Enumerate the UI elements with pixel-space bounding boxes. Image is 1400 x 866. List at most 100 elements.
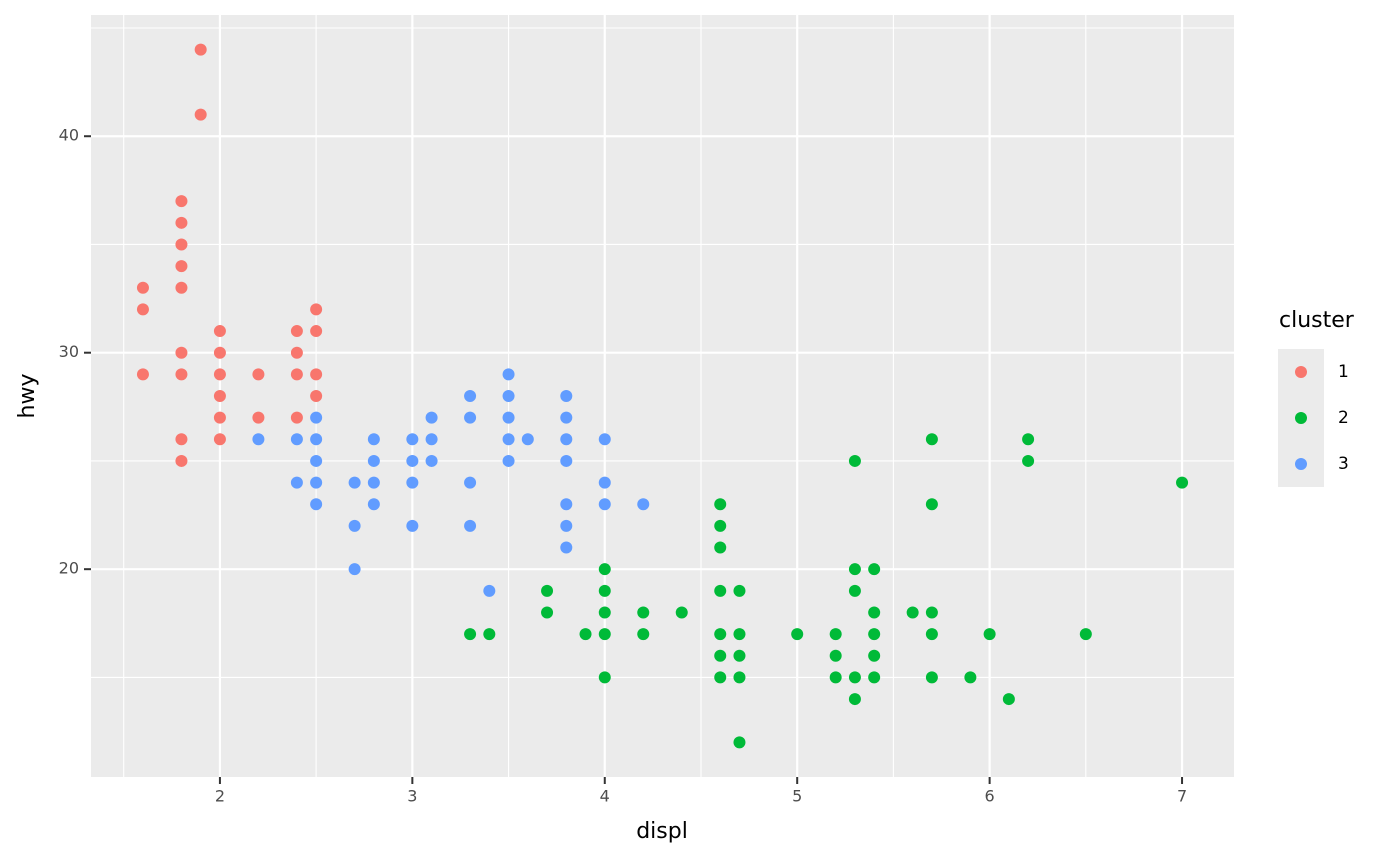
point <box>290 476 303 489</box>
point <box>213 433 226 446</box>
point <box>733 584 746 597</box>
point <box>560 519 573 532</box>
point <box>290 411 303 424</box>
point <box>175 454 188 467</box>
point <box>213 411 226 424</box>
legend-key <box>1295 366 1307 378</box>
y-axis-title: hwy <box>15 374 40 419</box>
point <box>464 411 477 424</box>
point <box>290 433 303 446</box>
point <box>310 411 323 424</box>
point <box>848 584 861 597</box>
point <box>675 606 688 619</box>
point <box>925 498 938 511</box>
point <box>598 498 611 511</box>
point <box>598 476 611 489</box>
point <box>290 368 303 381</box>
point <box>252 411 265 424</box>
point <box>425 454 438 467</box>
point <box>925 628 938 641</box>
point <box>175 281 188 294</box>
point <box>868 649 881 662</box>
point <box>733 649 746 662</box>
x-tick-label: 3 <box>407 787 417 806</box>
point <box>425 433 438 446</box>
point <box>213 390 226 402</box>
point <box>406 519 419 532</box>
point <box>175 260 188 273</box>
point <box>848 693 861 706</box>
point <box>348 563 361 576</box>
point <box>406 454 419 467</box>
point <box>521 433 534 446</box>
point <box>848 671 861 684</box>
point <box>579 628 592 641</box>
point <box>791 628 804 641</box>
point <box>1022 433 1035 446</box>
y-tick-label: 40 <box>59 126 79 145</box>
point <box>483 584 496 597</box>
point <box>406 433 419 446</box>
point <box>290 346 303 359</box>
point <box>983 628 996 641</box>
point <box>310 498 323 511</box>
point <box>1079 628 1092 641</box>
point <box>175 238 188 251</box>
point <box>714 628 727 641</box>
point <box>464 628 477 641</box>
point <box>136 303 149 316</box>
point <box>714 498 727 511</box>
point <box>483 628 496 641</box>
point <box>252 433 265 446</box>
point <box>310 325 323 338</box>
point <box>310 303 323 316</box>
point <box>136 281 149 294</box>
point <box>637 628 650 641</box>
legend-title: cluster <box>1279 308 1355 333</box>
y-tick-label: 20 <box>59 559 79 578</box>
point <box>733 628 746 641</box>
point <box>560 498 573 511</box>
point <box>925 671 938 684</box>
point <box>829 628 842 641</box>
point <box>848 563 861 576</box>
point <box>848 454 861 467</box>
point <box>425 411 438 424</box>
point <box>252 368 265 381</box>
point <box>598 433 611 446</box>
point <box>175 368 188 381</box>
point <box>194 43 207 56</box>
point <box>310 433 323 446</box>
point <box>714 649 727 662</box>
point <box>868 606 881 619</box>
point <box>464 476 477 489</box>
point <box>502 411 515 424</box>
legend-label: 1 <box>1338 362 1349 382</box>
point <box>1022 454 1035 467</box>
point <box>714 671 727 684</box>
point <box>310 368 323 381</box>
point <box>560 454 573 467</box>
point <box>868 628 881 641</box>
x-tick-label: 4 <box>600 787 610 806</box>
point <box>733 671 746 684</box>
point <box>310 476 323 489</box>
point <box>637 606 650 619</box>
x-tick-label: 6 <box>985 787 995 806</box>
point <box>598 628 611 641</box>
x-tick-label: 5 <box>792 787 802 806</box>
point <box>598 606 611 619</box>
point <box>502 390 515 402</box>
legend-key <box>1295 412 1307 424</box>
x-axis-title: displ <box>636 819 688 844</box>
point <box>560 433 573 446</box>
point <box>367 433 380 446</box>
point <box>290 325 303 338</box>
point <box>213 368 226 381</box>
point <box>925 606 938 619</box>
point <box>194 108 207 121</box>
point <box>829 649 842 662</box>
point <box>714 584 727 597</box>
point <box>925 433 938 446</box>
point <box>175 195 188 208</box>
